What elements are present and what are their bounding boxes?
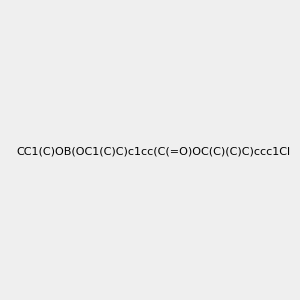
Text: CC1(C)OB(OC1(C)C)c1cc(C(=O)OC(C)(C)C)ccc1Cl: CC1(C)OB(OC1(C)C)c1cc(C(=O)OC(C)(C)C)ccc… — [17, 146, 291, 157]
